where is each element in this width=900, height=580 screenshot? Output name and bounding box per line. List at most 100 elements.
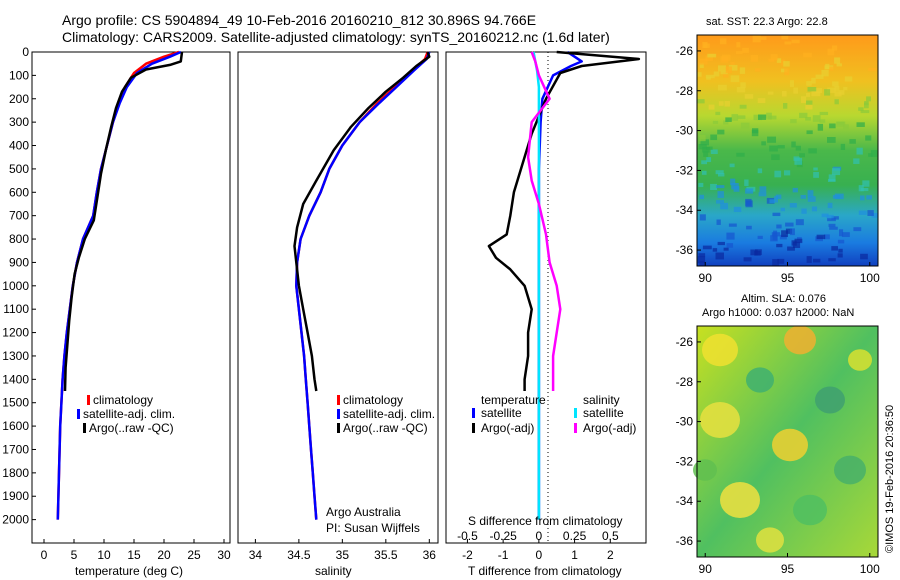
y-tick-label: 1300 [2, 349, 29, 363]
series-line-t-argo-adj- [487, 50, 641, 391]
header-line-2: Climatology: CARS2009. Satellite-adjuste… [62, 29, 610, 45]
sst-speckle [858, 210, 867, 215]
y-tick-label: 900 [9, 255, 29, 269]
sst-speckle [813, 167, 818, 171]
legend-swatch-t-satellite [472, 408, 475, 418]
legend-swatch-satellite [77, 409, 80, 419]
sst-speckle [793, 87, 799, 94]
sst-speckle [701, 160, 707, 165]
sst-speckle [731, 114, 739, 121]
sst-speckle [792, 187, 798, 193]
y-tick-label: 700 [9, 209, 29, 223]
sst-speckle [724, 101, 730, 107]
map-y-tick-label: -32 [676, 163, 694, 177]
map-y-tick-label: -34 [676, 203, 694, 217]
sst-speckle [736, 152, 745, 157]
sst-speckle [706, 76, 711, 80]
sst-speckle [760, 36, 767, 40]
sst-speckle [701, 170, 707, 175]
sst-speckle [827, 87, 836, 93]
sst-speckle [838, 248, 843, 253]
map-x-tick-label: 95 [781, 562, 795, 576]
sst-speckle [834, 85, 840, 92]
sst-speckle [767, 136, 777, 143]
y-tick-label: 1400 [2, 372, 29, 386]
sst-speckle [712, 248, 718, 252]
sst-speckle [868, 67, 877, 72]
sst-speckle [784, 170, 791, 176]
sst-speckle [860, 195, 865, 201]
x-tick-label: 34.5 [287, 548, 311, 562]
sst-speckle [834, 57, 841, 64]
sst-speckle [712, 120, 719, 124]
sst-speckle [753, 114, 763, 121]
sst-speckle [806, 81, 812, 86]
sst-speckle [829, 226, 838, 230]
sst-speckle [824, 234, 830, 240]
sst-speckle [737, 115, 746, 119]
sst-speckle [745, 198, 752, 206]
sst-speckle [718, 173, 725, 177]
y-tick-label: 1000 [2, 279, 29, 293]
sst-speckle [707, 53, 717, 58]
footer-credit: ©IMOS 19-Feb-2016 20:36:50 [884, 405, 896, 553]
credit-argo-australia: Argo Australia [326, 505, 401, 519]
sst-speckle [725, 66, 732, 74]
sla-anomaly-blob [693, 459, 717, 481]
y-tick-label: 2000 [2, 513, 29, 527]
sst-map-panel: sat. SST: 22.3 Argo: 22.8 90 95 100 -26 -28 [676, 16, 880, 285]
sal-diff-tick-label: 0.5 [602, 529, 619, 543]
sst-speckle [806, 93, 811, 97]
sst-speckle [713, 71, 720, 77]
sal-diff-xlabel: S difference from climatology [468, 514, 623, 528]
legend-label-climatology: climatology [343, 393, 403, 407]
sst-speckle [717, 191, 724, 198]
sst-speckle [821, 213, 829, 218]
sla-anomaly-blob [793, 494, 827, 526]
legend-swatch-satellite [337, 409, 340, 419]
sst-speckle [837, 239, 845, 244]
sst-speckle [827, 217, 836, 222]
sst-speckle [794, 238, 803, 244]
legend-swatch-t-argo [472, 423, 475, 433]
sst-speckle [720, 71, 728, 75]
sst-speckle [776, 224, 782, 229]
sst-speckle [698, 144, 707, 150]
legend-label-t-satellite: satellite [481, 406, 522, 420]
y-tick-label: 0 [22, 45, 29, 59]
sst-speckle [752, 35, 761, 43]
sst-speckle [744, 179, 749, 187]
temperature-panel: 0100200300400500600700800900100011001200… [2, 45, 231, 578]
sst-speckle [870, 150, 878, 157]
y-tick-label: 1100 [3, 302, 29, 316]
sst-speckle [718, 65, 727, 72]
map-y-tick-label: -26 [676, 44, 694, 58]
y-tick-label: 100 [9, 68, 29, 82]
sst-speckle [739, 104, 747, 109]
sst-speckle [829, 123, 836, 129]
sst-speckle [750, 249, 758, 256]
legend-title-temperature: temperature [481, 393, 546, 407]
sst-speckle [811, 91, 821, 97]
sst-speckle [726, 243, 734, 248]
sst-speckle [791, 240, 797, 246]
map-x-tick-label: 95 [781, 271, 795, 285]
legend-swatch-s-argo [574, 423, 577, 433]
sst-speckle [839, 229, 844, 237]
y-tick-label: 1200 [2, 326, 29, 340]
sst-speckle [774, 170, 782, 178]
y-tick-label: 1900 [2, 489, 29, 503]
sst-speckle [715, 111, 721, 116]
sst-speckle [806, 100, 813, 105]
sst-speckle [758, 192, 767, 197]
map-y-tick-label: -30 [676, 415, 694, 429]
sst-speckle [758, 114, 767, 120]
sst-speckle [871, 213, 878, 218]
series-line-satellite-adj-clim- [56, 50, 182, 520]
sst-speckle [843, 86, 848, 91]
sst-speckle [779, 234, 787, 240]
x-tick-label: 0 [536, 548, 543, 562]
sst-speckle [853, 158, 860, 164]
sst-speckle [795, 145, 801, 151]
x-tick-label: 15 [127, 548, 141, 562]
